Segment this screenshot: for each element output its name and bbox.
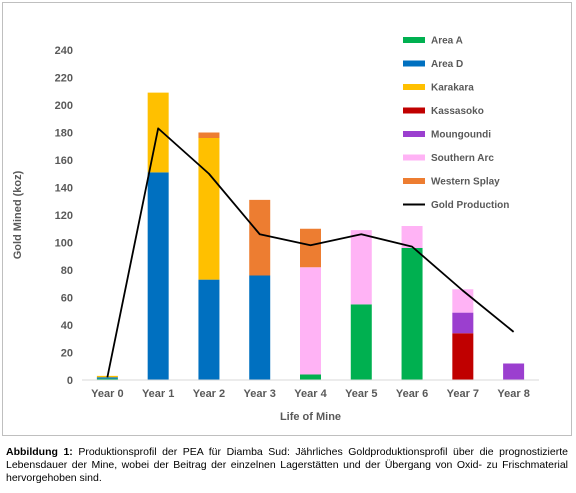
bar-segment — [96, 378, 118, 380]
y-tick-label: 180 — [55, 128, 73, 140]
y-tick-label: 160 — [55, 155, 73, 167]
y-tick-label: 220 — [55, 73, 73, 85]
bar-segment — [350, 304, 372, 380]
legend-swatch — [403, 178, 425, 184]
bar-segment — [503, 363, 525, 380]
bar-segment — [198, 279, 220, 380]
legend-label: Southern Arc — [431, 153, 494, 164]
legend-swatch — [403, 107, 425, 114]
x-tick-label: Year 2 — [193, 388, 225, 400]
x-tick-label: Year 0 — [91, 388, 123, 400]
y-tick-label: 140 — [55, 183, 73, 195]
bar-segment — [401, 226, 423, 248]
bar-segment — [452, 312, 474, 334]
y-tick-label: 80 — [61, 265, 73, 277]
x-tick-label: Year 3 — [244, 388, 276, 400]
bar-segment — [350, 230, 372, 305]
bar-segment — [147, 172, 169, 380]
y-axis-ticks: 0 20 40 60 80 100 120 140 160 180 200 220 240 — [55, 45, 73, 387]
legend-swatch — [403, 131, 425, 137]
x-tick-label: Year 1 — [142, 388, 174, 400]
legend-swatch — [403, 84, 425, 90]
bar-segment — [96, 377, 118, 379]
bar-segment — [452, 289, 474, 313]
stacked-bars — [96, 92, 525, 380]
y-tick-label: 0 — [67, 375, 73, 387]
bar-segment — [198, 138, 220, 280]
y-tick-label: 60 — [61, 293, 73, 305]
legend: Area A Area D Karakara Kassasoko Moungoundi S… — [403, 36, 509, 211]
bar-segment — [249, 275, 271, 380]
x-tick-label: Year 5 — [345, 388, 377, 400]
legend-swatch — [403, 154, 425, 161]
bar-segment — [198, 132, 220, 138]
legend-label: Karakara — [431, 83, 474, 94]
bar-segment — [401, 248, 423, 380]
bar-segment — [300, 374, 321, 380]
x-tick-label: Year 4 — [294, 388, 327, 400]
y-tick-label: 20 — [61, 348, 73, 360]
chart-frame: 0 20 40 60 80 100 120 140 160 180 200 220 240 Year 0… — [2, 2, 572, 436]
legend-label: Western Splay — [431, 177, 500, 188]
bar-segment — [300, 267, 321, 375]
legend-label: Area A — [431, 36, 463, 47]
legend-swatch — [403, 37, 425, 43]
y-tick-label: 120 — [55, 210, 73, 222]
y-axis-label: Gold Mined (koz) — [12, 170, 24, 259]
legend-label: Moungoundi — [431, 130, 491, 141]
bar-segment — [452, 333, 474, 380]
x-axis-label: Life of Mine — [280, 411, 341, 423]
y-tick-label: 40 — [61, 320, 73, 332]
legend-swatch — [403, 60, 425, 67]
gold-production-polyline — [106, 127, 515, 378]
legend-label: Gold Production — [431, 200, 509, 211]
x-tick-label: Year 8 — [497, 388, 529, 400]
y-tick-label: 200 — [55, 100, 73, 112]
bar-segment — [249, 199, 271, 276]
caption-label: Abbildung 1: — [6, 446, 73, 458]
bar-segment — [300, 228, 321, 268]
legend-label: Area D — [431, 59, 463, 70]
x-tick-label: Year 6 — [396, 388, 428, 400]
x-tick-label: Year 7 — [447, 388, 479, 400]
y-tick-label: 100 — [55, 238, 73, 250]
x-axis-ticks: Year 0 Year 1 Year 2 Year 3 Year 4 Year 5 Year… — [91, 388, 530, 400]
figure-caption: Abbildung 1: Produktionsprofil der PEA f… — [6, 446, 568, 485]
caption-text: Produktionsprofil der PEA für Diamba Sud… — [6, 446, 568, 484]
gold-production-chart: 0 20 40 60 80 100 120 140 160 180 200 220 240 Year 0… — [12, 36, 539, 423]
legend-label: Kassasoko — [431, 106, 484, 117]
y-tick-label: 240 — [55, 45, 73, 57]
gold-production-line — [106, 127, 515, 378]
